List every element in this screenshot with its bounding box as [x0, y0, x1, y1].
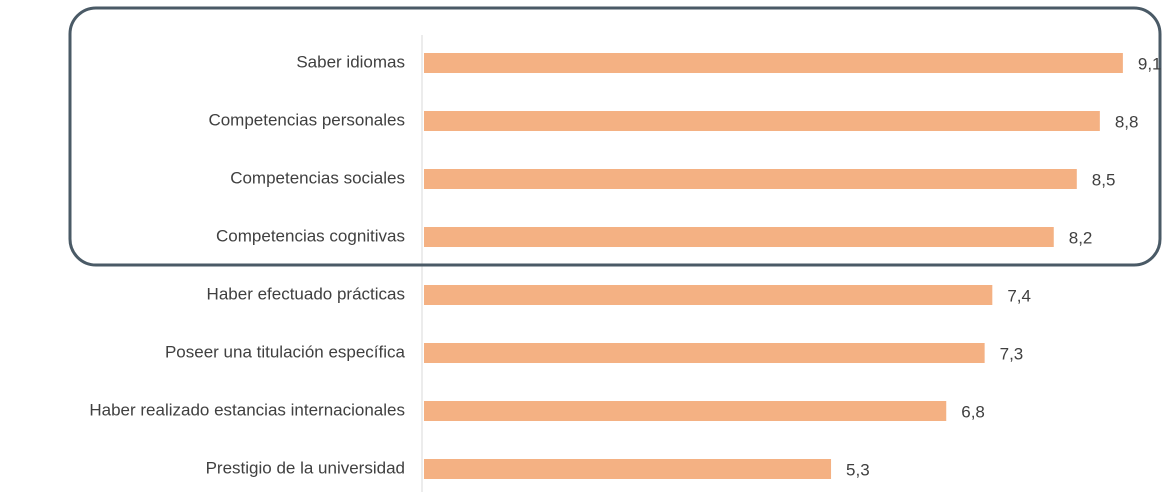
bar	[424, 111, 1100, 131]
bar	[424, 285, 993, 305]
value-label: 6,8	[961, 402, 985, 421]
value-label: 7,4	[1007, 286, 1031, 305]
bar	[424, 459, 832, 479]
value-label: 7,3	[1000, 344, 1024, 363]
bar	[424, 169, 1077, 189]
category-label: Haber realizado estancias internacionale…	[89, 400, 405, 419]
bar	[424, 343, 985, 363]
value-label: 5,3	[846, 460, 870, 479]
category-label: Haber efectuado prácticas	[207, 284, 405, 303]
category-label: Competencias sociales	[230, 168, 405, 187]
category-label: Competencias personales	[208, 110, 405, 129]
category-label: Saber idiomas	[296, 52, 405, 71]
bar	[424, 227, 1054, 247]
bar	[424, 53, 1123, 73]
category-label: Prestigio de la universidad	[206, 458, 405, 477]
value-label: 8,2	[1069, 228, 1093, 247]
bar	[424, 401, 947, 421]
category-label: Competencias cognitivas	[216, 226, 405, 245]
value-label: 8,8	[1115, 112, 1139, 131]
value-label: 8,5	[1092, 170, 1116, 189]
category-label: Poseer una titulación específica	[165, 342, 406, 361]
highlight-box	[68, 6, 1162, 267]
value-label: 9,1	[1138, 54, 1162, 73]
